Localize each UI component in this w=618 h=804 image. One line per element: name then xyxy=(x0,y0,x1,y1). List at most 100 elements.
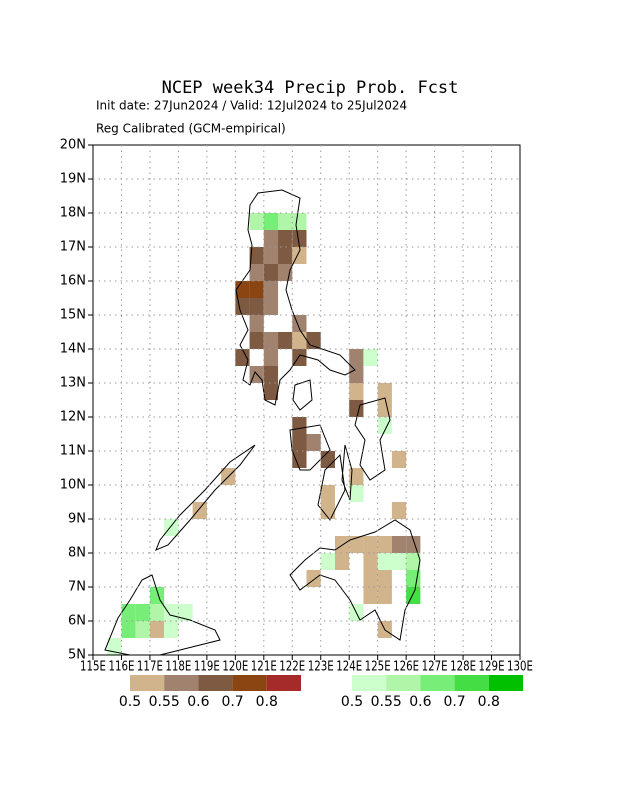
grid-cell xyxy=(406,553,421,570)
x-tick-label: 119E xyxy=(194,660,220,675)
axes: 115E 116E 117E 118E 119E 120E 121E 122E 123E 124E… xyxy=(60,138,533,675)
x-tick-label: 120E xyxy=(222,660,248,675)
grid-cell xyxy=(320,553,335,570)
grid-cell xyxy=(278,230,293,247)
legend-swatch xyxy=(420,675,455,691)
grid-cell xyxy=(377,536,392,553)
y-tick-label: 17N xyxy=(60,240,86,255)
legend-swatch xyxy=(386,675,421,691)
grid-cell xyxy=(377,417,392,434)
grid-cell xyxy=(278,247,293,264)
grid-cell xyxy=(292,451,307,468)
x-tick-label: 116E xyxy=(108,660,134,675)
grid-cell xyxy=(406,570,421,587)
grid-cell xyxy=(135,604,150,621)
grid-cell xyxy=(178,604,193,621)
legend-label: 0.7 xyxy=(443,694,465,710)
grid-cell xyxy=(349,468,364,485)
grid-cell xyxy=(377,400,392,417)
x-tick-label: 115E xyxy=(80,660,106,675)
grid-cell xyxy=(278,264,293,281)
legend: 0.5 0.55 0.6 0.7 0.8 0.5 0.55 0.6 0.7 0.8 xyxy=(119,675,523,710)
grid-cell xyxy=(278,332,293,349)
grid-cell xyxy=(263,298,279,315)
x-tick-label: 129E xyxy=(479,660,505,675)
x-tick-label: 128E xyxy=(450,660,476,675)
x-tick-label: 117E xyxy=(137,660,163,675)
grid-cell xyxy=(306,570,321,587)
coastline xyxy=(104,189,421,656)
legend-label: 0.6 xyxy=(409,694,431,710)
grid-cell xyxy=(164,519,179,536)
grid-cell xyxy=(149,604,165,621)
grid-cell xyxy=(249,298,264,315)
grid-cell xyxy=(249,213,264,230)
grid-cell xyxy=(377,553,392,570)
grid-cell xyxy=(377,570,392,587)
grid-cell xyxy=(391,451,407,468)
grid-cell xyxy=(292,213,307,230)
grid-cell xyxy=(164,604,179,621)
legend-swatch xyxy=(488,675,523,691)
grid-cell xyxy=(363,587,378,604)
grid-cell xyxy=(306,434,321,451)
grid-cell xyxy=(320,502,335,519)
grid-cell xyxy=(363,570,378,587)
grid-cell xyxy=(292,434,307,451)
legend-swatch xyxy=(198,675,233,691)
grid-cell xyxy=(349,366,364,383)
x-tick-label: 118E xyxy=(165,660,191,675)
palawan xyxy=(155,444,256,551)
y-tick-label: 18N xyxy=(60,206,86,221)
grid-cell xyxy=(235,349,250,366)
grid-cell xyxy=(391,553,407,570)
grid-cell xyxy=(263,383,279,400)
luzon xyxy=(235,189,356,406)
grid-cell xyxy=(292,332,307,349)
legend-swatch xyxy=(352,675,387,691)
y-tick-label: 15N xyxy=(60,308,86,323)
mindanao xyxy=(289,519,421,641)
grid-cell xyxy=(249,281,264,298)
y-tick-label: 6N xyxy=(68,614,86,629)
y-tick-label: 8N xyxy=(68,546,86,561)
grid-cell xyxy=(406,587,421,604)
grid-cell xyxy=(263,281,279,298)
legend-swatch xyxy=(266,675,301,691)
x-tick-label: 123E xyxy=(308,660,334,675)
grid-cell xyxy=(263,366,279,383)
y-tick-label: 11N xyxy=(60,444,86,459)
mindoro xyxy=(292,379,313,411)
grid-cell xyxy=(349,383,364,400)
grid-cell xyxy=(164,621,179,638)
legend-label: 0.6 xyxy=(187,694,209,710)
grid-cell xyxy=(135,621,150,638)
x-tick-label: 121E xyxy=(251,660,277,675)
panay-negros xyxy=(289,424,353,521)
x-tick-label: 127E xyxy=(422,660,448,675)
x-tick-label: 130E xyxy=(507,660,533,675)
grid-cell xyxy=(334,536,350,553)
grid-cell xyxy=(263,247,279,264)
grid-cell xyxy=(149,621,165,638)
note: Reg Calibrated (GCM-empirical) xyxy=(96,122,286,136)
x-tick-label: 122E xyxy=(279,660,305,675)
y-tick-label: 13N xyxy=(60,376,86,391)
plot-frame xyxy=(92,144,521,656)
grid-cell xyxy=(377,587,392,604)
grid-cell xyxy=(292,417,307,434)
y-tick-label: 19N xyxy=(60,172,86,187)
grid-cell xyxy=(292,230,307,247)
legend-label: 0.55 xyxy=(371,694,402,710)
x-tick-label: 124E xyxy=(336,660,362,675)
legend-label: 0.5 xyxy=(119,694,141,710)
grid-cell xyxy=(249,315,264,332)
grid-cell xyxy=(349,400,364,417)
legend-label: 0.5 xyxy=(341,694,363,710)
grid-cell xyxy=(391,502,407,519)
grid-cell xyxy=(192,502,207,519)
grid-cell xyxy=(121,604,136,621)
grid-cell xyxy=(149,587,165,604)
legend-label: 0.8 xyxy=(478,694,500,710)
legend-swatch xyxy=(232,675,267,691)
